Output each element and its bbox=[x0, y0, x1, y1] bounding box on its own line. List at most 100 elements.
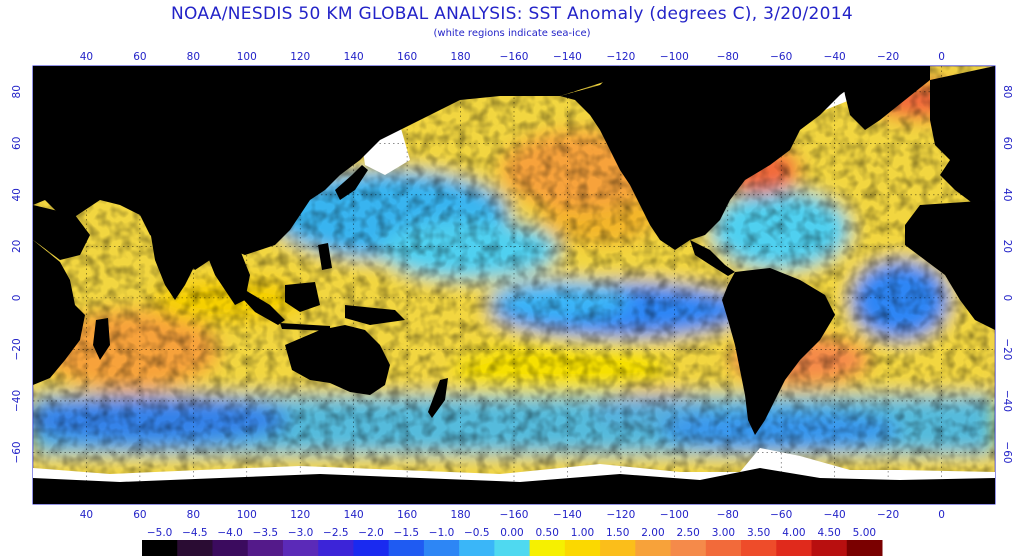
lat-tick-label-right: 20 bbox=[1001, 240, 1013, 253]
lon-tick-label-top: 60 bbox=[133, 51, 146, 63]
lat-tick-label-left: −40 bbox=[11, 390, 23, 412]
colorbar-label: 3.50 bbox=[747, 527, 770, 539]
lon-tick-label-bottom: −160 bbox=[500, 509, 529, 521]
colorbar-label: 1.00 bbox=[571, 527, 594, 539]
land-greenland bbox=[840, 66, 930, 130]
lon-tick-label-bottom: 80 bbox=[187, 509, 200, 521]
lon-tick-label-bottom: 140 bbox=[344, 509, 364, 521]
land-antarctica bbox=[33, 468, 995, 504]
land-australia bbox=[285, 325, 390, 395]
lon-tick-label-bottom: 120 bbox=[290, 509, 310, 521]
colorbar-label: −1.0 bbox=[429, 527, 455, 539]
lon-tick-label-bottom: −100 bbox=[660, 509, 689, 521]
lon-tick-label-top: −80 bbox=[717, 51, 739, 63]
lon-tick-label-bottom: −60 bbox=[770, 509, 792, 521]
colorbar-label: −5.0 bbox=[147, 527, 173, 539]
map-subtitle: (white regions indicate sea-ice) bbox=[433, 28, 591, 39]
land-eurasia bbox=[33, 66, 620, 270]
colorbar-swatch bbox=[423, 540, 460, 556]
lon-tick-label-top: −120 bbox=[606, 51, 635, 63]
lat-tick-label-right: 80 bbox=[1001, 85, 1013, 98]
lon-tick-label-top: 80 bbox=[187, 51, 200, 63]
lon-tick-label-bottom: 40 bbox=[80, 509, 93, 521]
colorbar-swatch bbox=[318, 540, 354, 556]
lon-tick-label-top: −140 bbox=[553, 51, 582, 63]
lat-tick-label-right: −60 bbox=[1001, 441, 1013, 463]
colorbar-swatch bbox=[494, 540, 531, 556]
colorbar-label: −2.0 bbox=[358, 527, 384, 539]
map-title: NOAA/NESDIS 50 KM GLOBAL ANALYSIS: SST A… bbox=[171, 4, 853, 24]
lat-tick-label-left: −20 bbox=[11, 338, 23, 360]
lon-tick-label-top: −160 bbox=[500, 51, 529, 63]
colorbar-swatch bbox=[564, 540, 601, 556]
lon-labels-bottom: 40 60 80 100 120 140 160 180 −160 −140 −120 −100 −80… bbox=[80, 509, 945, 521]
lat-tick-label-left: 20 bbox=[11, 240, 23, 253]
colorbar-label: 5.00 bbox=[853, 527, 876, 539]
lat-tick-label-right: −40 bbox=[1001, 390, 1013, 412]
colorbar-label: 1.50 bbox=[606, 527, 629, 539]
lat-tick-label-left: 60 bbox=[11, 137, 23, 150]
colorbar-swatch bbox=[670, 540, 707, 556]
colorbar-label: 3.00 bbox=[712, 527, 735, 539]
land-india bbox=[150, 230, 200, 300]
colorbar-swatch bbox=[741, 540, 777, 556]
colorbar-label: −4.0 bbox=[217, 527, 243, 539]
colorbar-swatch bbox=[600, 540, 636, 556]
lon-tick-label-top: 40 bbox=[80, 51, 93, 63]
colorbar-swatch bbox=[811, 540, 848, 556]
colorbar-swatch bbox=[846, 540, 883, 556]
colorbar-swatch bbox=[776, 540, 813, 556]
lat-tick-label-left: 40 bbox=[11, 188, 23, 201]
colorbar bbox=[142, 540, 883, 556]
land-europe bbox=[930, 66, 995, 205]
lon-tick-label-bottom: 100 bbox=[237, 509, 257, 521]
lon-tick-label-bottom: −20 bbox=[877, 509, 899, 521]
colorbar-swatch bbox=[705, 540, 742, 556]
colorbar-swatch bbox=[388, 540, 425, 556]
land-indochina bbox=[205, 250, 250, 305]
land-java bbox=[280, 323, 330, 331]
land-philippines bbox=[318, 243, 332, 270]
land-new-zealand bbox=[428, 378, 448, 418]
land-borneo bbox=[285, 282, 320, 312]
lon-tick-label-bottom: −80 bbox=[717, 509, 739, 521]
lat-tick-label-left: 80 bbox=[11, 85, 23, 98]
lon-tick-label-bottom: −40 bbox=[824, 509, 846, 521]
lat-tick-label-right: 60 bbox=[1001, 137, 1013, 150]
lat-tick-label-right: 0 bbox=[1001, 295, 1013, 302]
colorbar-swatch bbox=[459, 540, 495, 556]
colorbar-swatch bbox=[529, 540, 566, 556]
lat-labels-left: 80 60 40 20 0 −20 −40 −60 bbox=[11, 85, 23, 463]
land-africa-west bbox=[905, 200, 995, 330]
colorbar-label: −0.5 bbox=[464, 527, 490, 539]
lon-tick-label-bottom: 160 bbox=[397, 509, 417, 521]
lat-tick-label-left: −60 bbox=[11, 441, 23, 463]
lon-tick-label-bottom: 60 bbox=[133, 509, 146, 521]
colorbar-label: −3.5 bbox=[253, 527, 279, 539]
lon-tick-label-bottom: 0 bbox=[938, 509, 945, 521]
lon-tick-label-bottom: 180 bbox=[451, 509, 471, 521]
lat-labels-right: 80 60 40 20 0 −20 −40 −60 bbox=[1001, 85, 1013, 463]
lon-tick-label-top: 140 bbox=[344, 51, 364, 63]
colorbar-swatch bbox=[142, 540, 178, 556]
colorbar-label: 2.50 bbox=[676, 527, 699, 539]
lon-tick-label-top: 120 bbox=[290, 51, 310, 63]
lat-tick-label-right: 40 bbox=[1001, 188, 1013, 201]
land-japan bbox=[335, 165, 368, 200]
land-africa-east bbox=[33, 240, 85, 385]
lon-tick-label-bottom: −140 bbox=[553, 509, 582, 521]
colorbar-label: 4.50 bbox=[817, 527, 840, 539]
lon-tick-label-bottom: −120 bbox=[606, 509, 635, 521]
colorbar-label: 0.00 bbox=[500, 527, 523, 539]
colorbar-labels: −5.0 −4.5 −4.0 −3.5 −3.0 −2.5 −2.0 −1.5 −1.0 −0.5… bbox=[147, 527, 876, 539]
colorbar-swatch bbox=[212, 540, 249, 556]
lon-tick-label-top: 160 bbox=[397, 51, 417, 63]
lon-labels-top: 40 60 80 100 120 140 160 180 −160 −140 −120 −100 −80… bbox=[80, 51, 945, 63]
land-sumatra bbox=[242, 290, 285, 325]
colorbar-label: 4.00 bbox=[782, 527, 805, 539]
colorbar-label: −1.5 bbox=[394, 527, 420, 539]
lon-tick-label-top: −60 bbox=[770, 51, 792, 63]
colorbar-swatch bbox=[282, 540, 319, 556]
land-new-guinea bbox=[345, 305, 405, 325]
